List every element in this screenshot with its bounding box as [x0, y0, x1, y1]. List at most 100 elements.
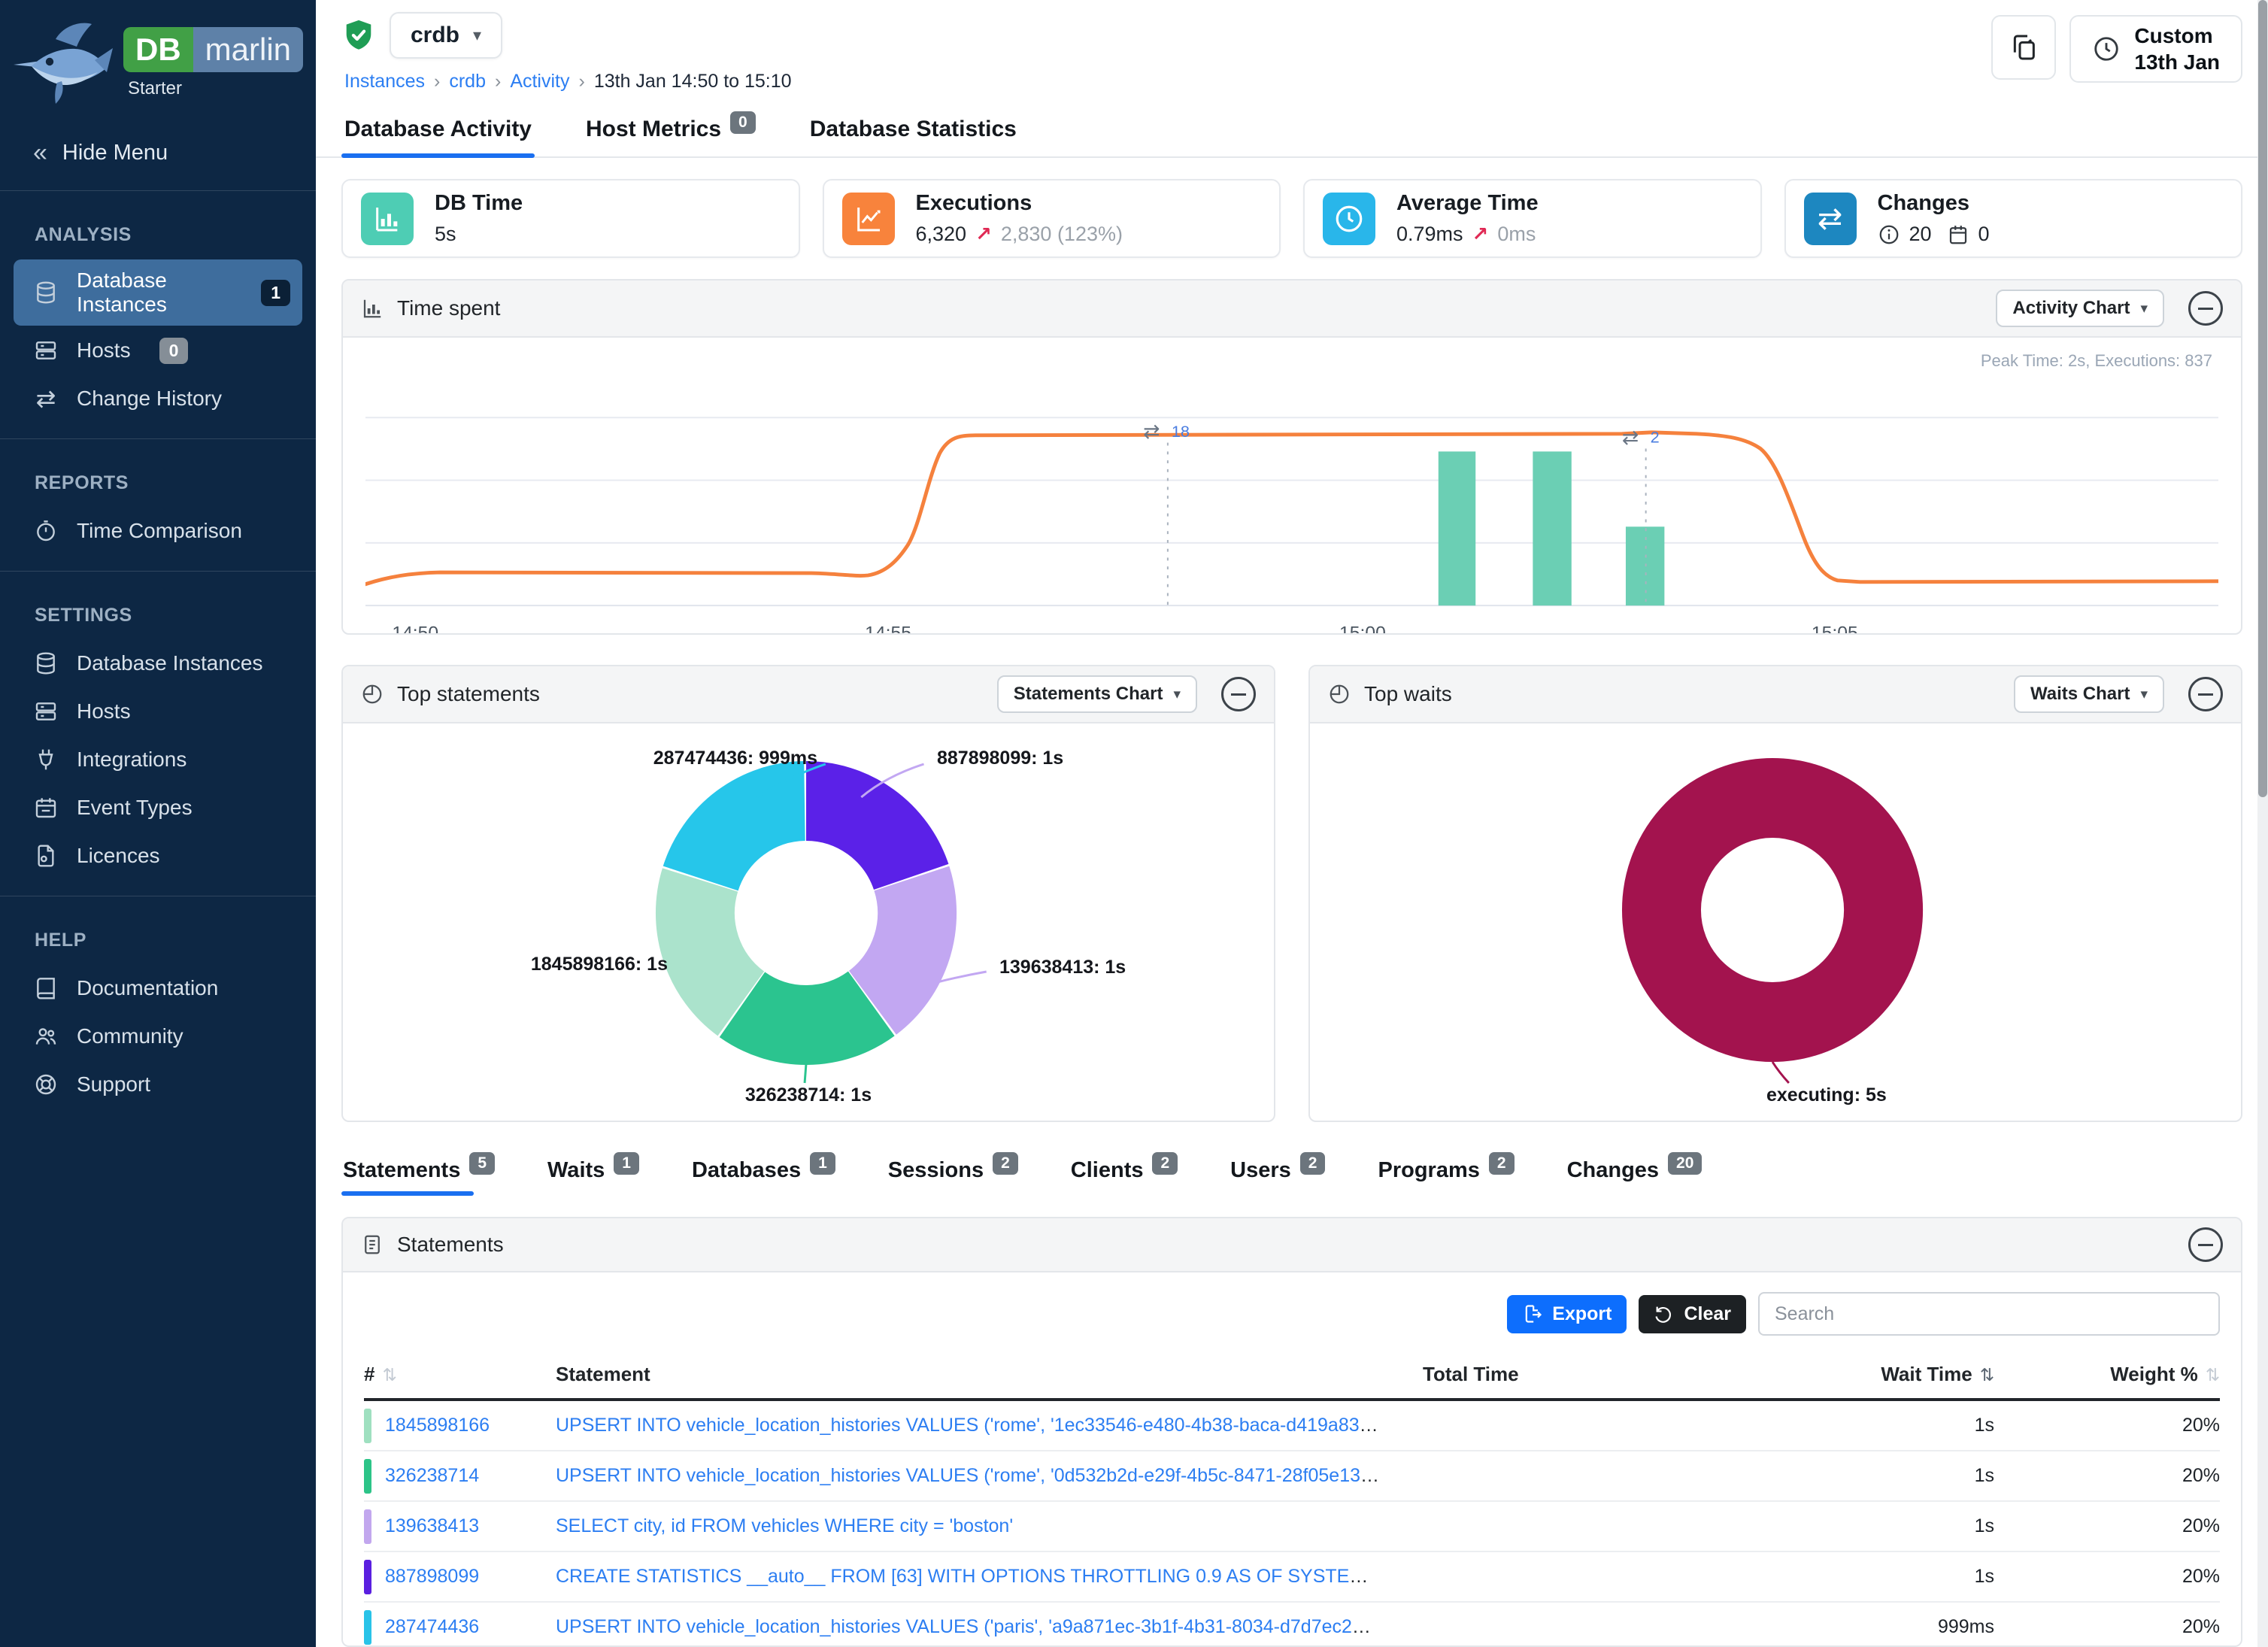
collapse-panel-button[interactable] [1221, 677, 1256, 712]
activity-chart-select[interactable]: Activity Chart ▾ [1996, 290, 2164, 327]
breadcrumb-crdb[interactable]: crdb [449, 71, 486, 92]
statement-link[interactable]: UPSERT INTO vehicle_location_histories V… [556, 1415, 1423, 1436]
scrollbar-thumb[interactable] [2258, 0, 2267, 797]
trend-up-icon: ↗ [975, 223, 992, 245]
plug-icon [33, 747, 59, 772]
section-title: SETTINGS [35, 605, 132, 626]
sidebar-item-integrations[interactable]: Integrations [14, 736, 302, 783]
tab-programs[interactable]: Programs 2 [1376, 1152, 1515, 1196]
server-icon [33, 699, 59, 724]
licence-document-icon [33, 843, 59, 869]
table-row: 139638413 SELECT city, id FROM vehicles … [364, 1502, 2220, 1553]
statement-id-link[interactable]: 139638413 [385, 1515, 480, 1537]
statement-link[interactable]: UPSERT INTO vehicle_location_histories V… [556, 1465, 1423, 1487]
collapse-panel-button[interactable] [2188, 1227, 2223, 1263]
weight-value: 20% [2182, 1415, 2220, 1436]
wait-time-value: 1s [1974, 1465, 1994, 1487]
sort-by-wait-time[interactable]: Wait Time ⇅ [1881, 1363, 1994, 1386]
changes-info-count: 20 [1909, 223, 1932, 245]
section-title: HELP [35, 930, 87, 951]
plan-label: Starter [128, 78, 183, 99]
tab-sessions[interactable]: Sessions 2 [887, 1152, 1020, 1196]
sidebar-item-database-instances[interactable]: Database Instances 1 [14, 259, 302, 326]
sidebar-item-event-types[interactable]: Event Types [14, 784, 302, 831]
top-waits-chart[interactable]: executing: 5s [1310, 723, 2241, 1121]
calendar-event-icon [33, 795, 59, 820]
col-total-time: Total Time [1423, 1363, 1519, 1386]
top-statements-chart[interactable]: 287474436: 999ms 887898099: 1s 139638413… [343, 723, 1274, 1121]
tab-badge: 2 [993, 1152, 1018, 1175]
breadcrumb-activity[interactable]: Activity [510, 71, 570, 92]
collapse-panel-button[interactable] [2188, 291, 2223, 326]
sidebar-section-help: HELP Documentation Community Support [0, 896, 316, 1124]
sidebar-item-community[interactable]: Community [14, 1013, 302, 1060]
waits-chart-select[interactable]: Waits Chart ▾ [2013, 675, 2164, 714]
sidebar-item-settings-hosts[interactable]: Hosts [14, 688, 302, 735]
wait-time-value: 1s [1974, 1415, 1994, 1436]
tab-waits[interactable]: Waits 1 [546, 1152, 641, 1196]
sidebar-item-support[interactable]: Support [14, 1061, 302, 1108]
svg-text:15:05: 15:05 [1812, 623, 1858, 635]
sidebar-section-analysis: ANALYSIS Database Instances 1 Hosts 0 ⇄ … [0, 191, 316, 438]
sidebar-item-documentation[interactable]: Documentation [14, 965, 302, 1012]
clear-button[interactable]: Clear [1639, 1294, 1746, 1333]
statements-chart-select[interactable]: Statements Chart ▾ [996, 675, 1197, 714]
time-range-line1: Custom [2134, 24, 2213, 47]
export-button[interactable]: Export [1507, 1294, 1627, 1333]
sidebar-item-change-history[interactable]: ⇄ Change History [14, 375, 302, 422]
chevron-down-icon: ▾ [2140, 300, 2148, 317]
time-spent-line [365, 430, 2218, 587]
tab-database-statistics[interactable]: Database Statistics [809, 117, 1017, 141]
count-badge: 0 [159, 337, 189, 364]
series-color-bar [364, 1458, 371, 1494]
scrollbar[interactable] [2257, 0, 2268, 1647]
statement-id-link[interactable]: 326238714 [385, 1465, 480, 1487]
donut-label-139638413: 139638413: 1s [999, 957, 1126, 978]
average-time-delta: 0ms [1497, 223, 1536, 245]
statement-id-link[interactable]: 287474436 [385, 1616, 480, 1638]
undo-icon [1655, 1307, 1672, 1324]
collapse-panel-button[interactable] [2188, 677, 2223, 712]
donut-label-executing: executing: 5s [1766, 1084, 1887, 1106]
sidebar-item-licences[interactable]: Licences [14, 833, 302, 879]
statement-link[interactable]: SELECT city, id FROM vehicles WHERE city… [556, 1515, 1014, 1537]
server-icon [33, 338, 59, 363]
breadcrumb: Instances › crdb › Activity › 13th Jan 14:50 t… [344, 71, 792, 92]
instance-selector[interactable]: crdb ▾ [390, 12, 503, 59]
search-input[interactable] [1758, 1292, 2220, 1336]
svg-text:⇄: ⇄ [1143, 420, 1160, 443]
database-icon [33, 651, 59, 676]
activity-tabs: Database Activity Host Metrics 0 Database… [316, 102, 2268, 158]
sort-by-id[interactable]: # ⇅ [364, 1363, 397, 1386]
tab-changes[interactable]: Changes 20 [1566, 1152, 1704, 1196]
tab-databases[interactable]: Databases 1 [690, 1152, 837, 1196]
statement-link[interactable]: UPSERT INTO vehicle_location_histories V… [556, 1616, 1423, 1638]
sidebar-item-settings-database-instances[interactable]: Database Instances [14, 640, 302, 687]
tab-database-activity[interactable]: Database Activity [341, 102, 535, 158]
table-row: 887898099 CREATE STATISTICS __auto__ FRO… [364, 1552, 2220, 1603]
sidebar-item-time-comparison[interactable]: Time Comparison [14, 508, 302, 554]
statement-link[interactable]: CREATE STATISTICS __auto__ FROM [63] WIT… [556, 1566, 1423, 1588]
copy-button[interactable] [1991, 15, 2057, 80]
breadcrumb-instances[interactable]: Instances [344, 71, 426, 92]
sort-by-weight[interactable]: Weight % ⇅ [2110, 1363, 2220, 1386]
tab-badge: 2 [1488, 1152, 1515, 1175]
tab-clients[interactable]: Clients 2 [1069, 1152, 1179, 1196]
sidebar-section-settings: SETTINGS Database Instances Hosts Integr… [0, 571, 316, 896]
hide-menu-button[interactable]: « Hide Menu [0, 123, 316, 191]
tab-badge: 1 [614, 1152, 639, 1175]
statement-id-link[interactable]: 1845898166 [385, 1415, 490, 1436]
donut-leader-lines [678, 763, 987, 1084]
trend-up-icon: ↗ [1472, 223, 1489, 245]
brand-db: DB [123, 27, 193, 72]
series-color-bar [364, 1559, 371, 1594]
donut-label-1845898166: 1845898166: 1s [530, 954, 668, 975]
tab-users[interactable]: Users 2 [1229, 1152, 1327, 1196]
sidebar-item-hosts[interactable]: Hosts 0 [14, 327, 302, 374]
time-spent-chart[interactable]: ⇄ 18 ⇄ 2 14:50 14:55 15:00 15:05 [365, 354, 2218, 635]
tab-statements[interactable]: Statements 5 [341, 1152, 496, 1197]
top-statements-panel: Top statements Statements Chart ▾ [341, 665, 1275, 1123]
time-range-button[interactable]: Custom 13th Jan [2069, 15, 2242, 83]
tab-host-metrics[interactable]: Host Metrics 0 [583, 102, 759, 156]
statement-id-link[interactable]: 887898099 [385, 1566, 480, 1588]
